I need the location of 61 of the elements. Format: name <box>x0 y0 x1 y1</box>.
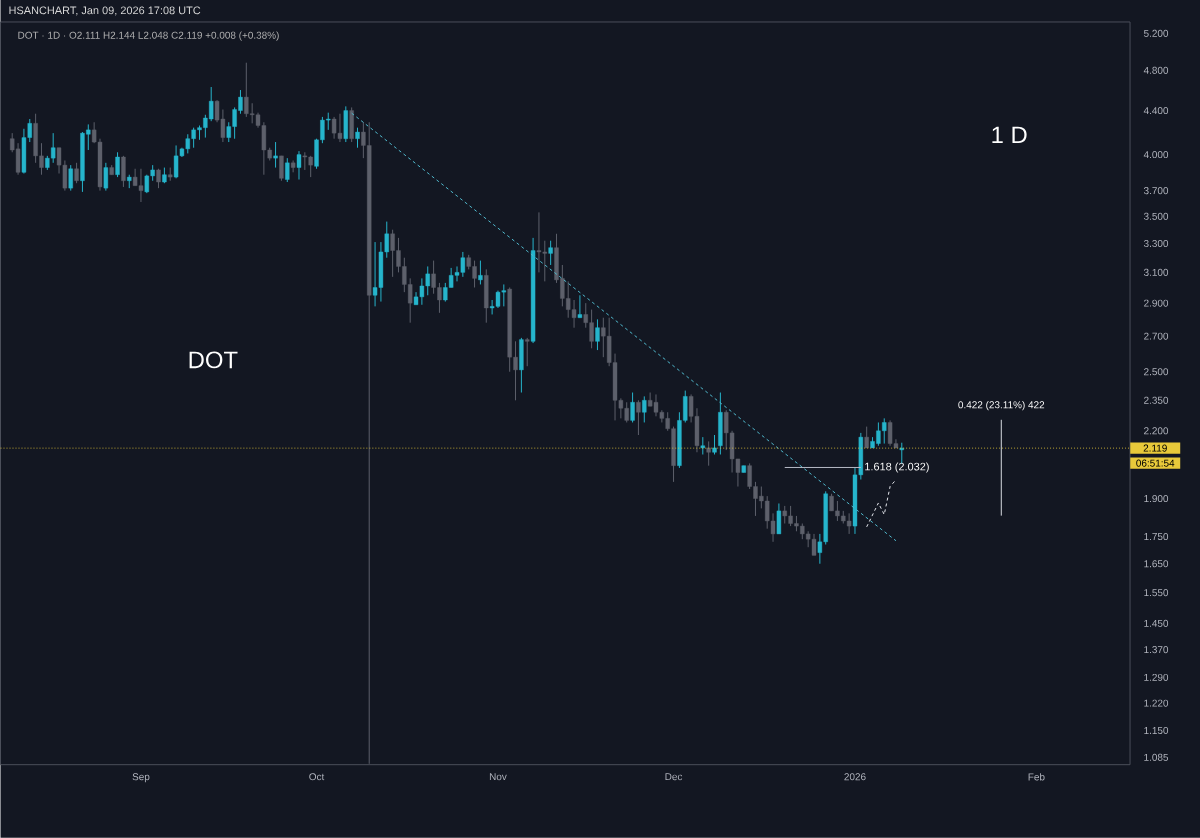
candlestick <box>630 392 635 424</box>
candlestick <box>68 164 73 192</box>
y-tick-label: 5.200 <box>1143 30 1169 38</box>
y-tick-label: 1.085 <box>1144 754 1169 762</box>
x-tick-label: Sep <box>132 773 150 783</box>
y-tick-label: 1.220 <box>1144 699 1169 707</box>
candlestick <box>525 337 530 367</box>
x-tick-label: 2026 <box>844 773 866 781</box>
y-tick-label: 1.450 <box>1144 620 1169 628</box>
candlestick <box>121 155 126 188</box>
candlestick <box>478 260 483 286</box>
chart-title: HSANCHART, Jan 09, 2026 17:08 UTC <box>9 6 201 16</box>
y-tick-label: 2.900 <box>1144 299 1169 307</box>
y-tick-label: 4.800 <box>1143 67 1169 75</box>
annotation: 0.422 (23.11%) 422 <box>958 401 1045 411</box>
candlestick <box>712 434 717 456</box>
x-tick-label: Oct <box>309 773 325 781</box>
candlestick <box>864 426 869 449</box>
x-tick-label: Feb <box>1028 773 1045 781</box>
y-tick-label: 3.100 <box>1143 269 1169 277</box>
candlestick <box>103 162 109 192</box>
line-series <box>866 479 897 528</box>
y-tick-label: 1.550 <box>1144 589 1169 597</box>
candlestick <box>706 441 711 467</box>
y-tick-label: 3.300 <box>1143 240 1169 248</box>
ref-line-label: 2.119 <box>1143 444 1167 452</box>
y-tick-label: 1.370 <box>1144 646 1169 654</box>
annotation: DOT <box>189 351 238 369</box>
candlestick <box>290 160 296 173</box>
candlestick <box>636 399 641 436</box>
y-tick-label: 2.500 <box>1144 368 1169 376</box>
candlestick <box>279 155 284 182</box>
y-tick-label: 2.350 <box>1144 396 1169 404</box>
candlestick <box>548 240 553 266</box>
y-tick-label: 3.700 <box>1143 187 1169 195</box>
candlestick <box>115 151 120 178</box>
candlestick <box>642 396 647 424</box>
annotation: 1.618 (2.032) <box>865 462 929 473</box>
y-tick-label: 1.900 <box>1144 495 1169 503</box>
y-tick-label: 2.200 <box>1144 427 1169 435</box>
candlestick <box>776 503 782 535</box>
y-tick-label: 1.290 <box>1144 674 1169 682</box>
candlestick <box>285 157 290 183</box>
y-tick-label: 1.150 <box>1144 727 1169 735</box>
text: DOT · 1D · O2.111 H2.144 L2.048 C2.119 +0.008 (+0.38%) <box>18 31 279 41</box>
candlestick <box>74 162 79 184</box>
candlestick <box>577 294 583 319</box>
y-tick-label: 1.750 <box>1144 533 1169 541</box>
x-tick-label: Nov <box>489 773 507 781</box>
y-tick-label: 4.000 <box>1143 151 1169 159</box>
annotation: 1 D <box>992 126 1027 144</box>
text: 06:51:54 <box>1136 459 1175 467</box>
candlestick <box>273 141 278 169</box>
y-tick-label: 2.700 <box>1144 332 1169 340</box>
candlestick <box>595 319 600 351</box>
y-tick-label: 4.400 <box>1143 107 1169 115</box>
candlestick <box>355 127 360 149</box>
y-tick-label: 1.650 <box>1144 560 1169 568</box>
y-tick-label: 3.500 <box>1143 212 1169 221</box>
x-tick-label: Dec <box>665 773 683 781</box>
candlestick <box>296 150 302 181</box>
